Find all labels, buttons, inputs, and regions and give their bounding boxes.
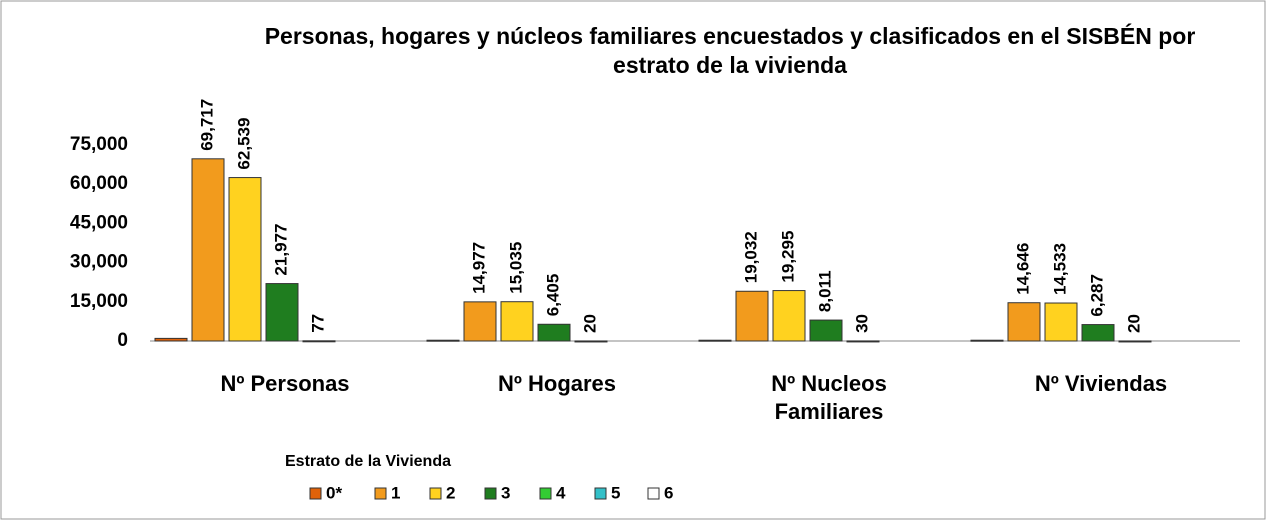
legend-swatch xyxy=(484,487,497,500)
legend-label: 3 xyxy=(501,483,510,502)
bar xyxy=(463,301,497,342)
bar xyxy=(1007,302,1041,342)
legend-label: 0* xyxy=(326,483,342,502)
legend-label: 2 xyxy=(446,483,455,502)
bar xyxy=(426,339,460,342)
bar xyxy=(500,301,534,342)
bar xyxy=(302,340,336,343)
x-tick-label: Nº Personas xyxy=(220,371,350,396)
bar xyxy=(698,339,732,342)
legend-swatch xyxy=(539,487,552,500)
legend-label: 6 xyxy=(664,483,673,502)
data-label: 19,295 xyxy=(778,231,797,283)
data-label: 19,032 xyxy=(741,231,760,283)
y-tick-label: 30,000 xyxy=(70,252,128,273)
data-label: 62,539 xyxy=(234,118,253,170)
data-label: 30 xyxy=(852,314,871,333)
legend-swatch xyxy=(429,487,442,500)
legend-swatch xyxy=(594,487,607,500)
bar xyxy=(228,177,262,342)
data-label: 21,977 xyxy=(271,224,290,276)
bar xyxy=(154,337,188,342)
data-label: 8,011 xyxy=(815,270,834,312)
chart-title: Personas, hogares y núcleos familiares e… xyxy=(264,23,1196,78)
bar xyxy=(970,339,1004,342)
bar xyxy=(574,340,608,343)
x-tick-label: Nº Hogares xyxy=(497,371,617,396)
data-label: 20 xyxy=(580,314,599,333)
legend-label: 1 xyxy=(391,483,400,502)
bar xyxy=(265,283,299,342)
data-label: 6,405 xyxy=(543,274,562,317)
bar xyxy=(846,340,880,343)
data-label: 6,287 xyxy=(1087,274,1106,317)
bar xyxy=(772,290,806,342)
legend-swatch xyxy=(647,487,660,500)
y-tick-label: 60,000 xyxy=(70,173,128,194)
bar xyxy=(735,290,769,342)
data-label: 14,646 xyxy=(1013,243,1032,295)
legend-swatch xyxy=(309,487,322,500)
data-label: 14,977 xyxy=(469,242,488,294)
x-tick-label: Nº Nucleos Familiares xyxy=(771,371,887,424)
data-label: 15,035 xyxy=(506,242,525,294)
bar xyxy=(809,319,843,342)
legend-label: 4 xyxy=(556,483,566,502)
x-tick-label: Nº Viviendas xyxy=(1034,371,1168,396)
legend-swatch xyxy=(374,487,387,500)
y-tick-label: 0 xyxy=(117,330,128,351)
legend-title: Estrato de la Vivienda xyxy=(285,453,451,470)
bar xyxy=(1081,324,1115,342)
legend-label: 5 xyxy=(611,483,620,502)
y-tick-label: 15,000 xyxy=(70,291,128,312)
data-label: 20 xyxy=(1124,314,1143,333)
y-tick-label: 75,000 xyxy=(70,134,128,155)
bar xyxy=(191,158,225,342)
bar xyxy=(1044,302,1078,342)
y-tick-label: 45,000 xyxy=(70,212,128,233)
bar xyxy=(537,323,571,342)
data-label: 77 xyxy=(308,314,327,333)
data-label: 69,717 xyxy=(197,99,216,151)
data-label: 14,533 xyxy=(1050,243,1069,295)
bar xyxy=(1118,340,1152,343)
